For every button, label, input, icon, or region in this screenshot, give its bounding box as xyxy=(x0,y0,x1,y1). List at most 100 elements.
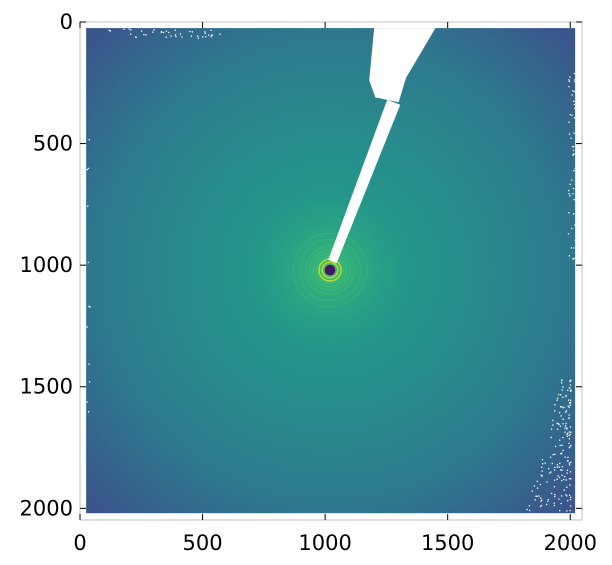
masked-pixel xyxy=(574,107,576,109)
masked-pixel xyxy=(568,133,571,135)
masked-pixel xyxy=(560,469,562,471)
masked-pixel xyxy=(567,389,569,391)
masked-pixel xyxy=(574,168,576,170)
masked-pixel xyxy=(572,213,575,215)
masked-pixel xyxy=(558,423,560,426)
masked-pixel xyxy=(202,36,204,38)
masked-pixel xyxy=(556,478,558,480)
masked-pixel xyxy=(562,396,564,398)
masked-pixel xyxy=(531,490,533,492)
masked-pixel xyxy=(565,422,567,425)
masked-pixel xyxy=(564,425,567,427)
masked-pixel xyxy=(561,379,563,382)
masked-pixel xyxy=(569,387,571,389)
masked-pixel xyxy=(569,471,572,473)
x-tick-label: 0 xyxy=(73,531,86,555)
masked-pixel xyxy=(565,494,567,496)
masked-pixel xyxy=(87,167,90,170)
masked-pixel xyxy=(564,431,566,433)
masked-pixel xyxy=(123,28,125,30)
masked-pixel xyxy=(550,492,553,495)
masked-pixel xyxy=(538,495,540,497)
masked-pixel xyxy=(554,404,556,406)
masked-pixel xyxy=(571,114,573,117)
masked-pixel xyxy=(570,478,572,480)
masked-pixel xyxy=(572,193,574,195)
masked-pixel xyxy=(87,205,89,207)
masked-pixel xyxy=(568,406,570,408)
masked-pixel xyxy=(558,498,560,500)
masked-pixel xyxy=(569,484,571,486)
masked-pixel xyxy=(553,469,556,471)
masked-pixel xyxy=(548,472,551,474)
masked-pixel xyxy=(570,390,572,392)
masked-pixel xyxy=(108,29,110,32)
masked-pixel xyxy=(561,389,564,391)
masked-pixel xyxy=(569,76,571,78)
masked-pixel xyxy=(573,103,575,106)
masked-pixel xyxy=(569,498,572,501)
masked-pixel xyxy=(573,100,575,103)
masked-pixel xyxy=(566,428,568,430)
masked-pixel xyxy=(559,406,562,408)
masked-pixel xyxy=(564,456,566,458)
masked-pixel xyxy=(563,489,565,491)
masked-pixel xyxy=(571,145,574,148)
masked-pixel xyxy=(160,31,163,34)
masked-pixel xyxy=(567,500,569,502)
masked-pixel xyxy=(559,509,561,512)
masked-pixel xyxy=(573,153,576,155)
masked-pixel xyxy=(570,431,572,433)
masked-pixel xyxy=(568,442,570,445)
y-axis: 0 500 1000 1500 2000 xyxy=(20,10,582,520)
beam-center-dot xyxy=(324,264,336,276)
axes-frame xyxy=(79,21,583,521)
masked-pixel xyxy=(572,154,574,156)
masked-pixel xyxy=(562,449,564,452)
masked-pixel xyxy=(534,499,536,501)
masked-pixel xyxy=(566,427,568,429)
y-tick-label: 0 xyxy=(60,10,73,34)
masked-pixel xyxy=(573,247,575,249)
masked-pixel xyxy=(571,227,573,230)
masked-pixel xyxy=(552,453,554,456)
masked-pixel xyxy=(573,169,575,172)
masked-pixel xyxy=(569,183,571,185)
masked-pixel xyxy=(210,35,212,38)
masked-pixel xyxy=(574,239,577,242)
masked-pixel xyxy=(566,510,568,512)
masked-pixel xyxy=(575,110,577,112)
masked-pixel xyxy=(562,386,564,388)
masked-pixel xyxy=(572,258,574,260)
masked-pixel xyxy=(568,438,571,440)
masked-pixel xyxy=(569,114,571,116)
masked-pixel xyxy=(135,36,137,38)
masked-pixel xyxy=(569,399,572,401)
masked-pixel xyxy=(208,34,210,36)
diffraction-ring xyxy=(292,232,368,308)
masked-pixel xyxy=(565,394,567,397)
masked-pixel xyxy=(552,424,554,426)
masked-pixel xyxy=(533,485,536,487)
masked-pixel xyxy=(569,402,572,404)
masked-pixel xyxy=(561,474,563,476)
masked-pixel xyxy=(553,502,555,504)
masked-pixel xyxy=(560,382,563,384)
masked-pixel xyxy=(564,411,567,413)
masked-pixel xyxy=(563,478,565,481)
masked-pixel xyxy=(568,402,571,404)
masked-pixel xyxy=(210,29,212,31)
masked-pixel xyxy=(554,466,556,469)
masked-pixel xyxy=(568,255,571,257)
masked-pixel xyxy=(179,33,182,35)
diffraction-ring xyxy=(312,252,348,288)
masked-pixel xyxy=(536,487,539,489)
masked-pixel xyxy=(190,35,193,37)
masked-pixel xyxy=(211,34,214,36)
masked-pixel xyxy=(551,419,554,422)
masked-pixel xyxy=(535,495,537,497)
masked-pixel xyxy=(556,399,558,401)
masked-pixel xyxy=(553,504,556,507)
masked-pixel xyxy=(572,90,574,92)
masked-pixel xyxy=(568,80,571,83)
